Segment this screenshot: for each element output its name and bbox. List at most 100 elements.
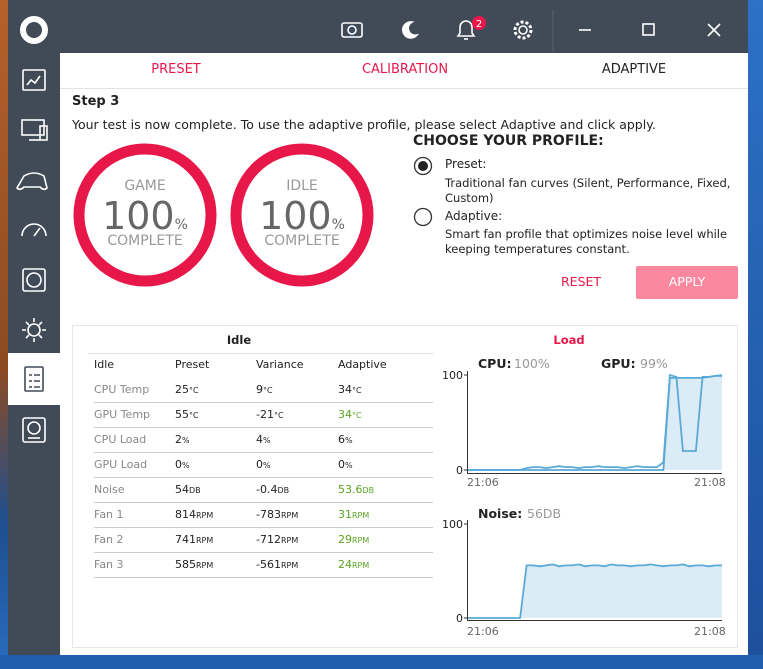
cell-value: 0	[256, 458, 263, 471]
notification-badge	[472, 16, 486, 30]
cell-unit: RPM	[196, 561, 214, 570]
series-line	[468, 374, 722, 471]
table-cell: 34°C	[338, 383, 362, 396]
gauge-value: 100%	[102, 194, 188, 238]
adaptive-radio[interactable]	[413, 207, 433, 227]
step-message: Your test is now complete. To use the ad…	[72, 117, 656, 132]
cell-value: 53.6	[338, 483, 363, 496]
cell-value: 585	[175, 558, 196, 571]
calibration-tab[interactable]: CALIBRATION	[361, 62, 449, 77]
adaptive-tab[interactable]: ADAPTIVE	[601, 62, 667, 77]
maximize-button[interactable]	[642, 23, 655, 36]
table-cell: 0%	[175, 458, 190, 471]
gauge-ring	[230, 143, 374, 287]
cell-value: 2	[175, 433, 182, 446]
tab-bar	[60, 53, 748, 88]
logo[interactable]	[20, 16, 48, 44]
results-panel	[72, 325, 738, 648]
table-cell: 55°C	[175, 408, 199, 421]
radio-dot	[418, 161, 428, 171]
cell-value: 29	[338, 533, 352, 546]
series-area	[468, 564, 722, 618]
table-cell: -561RPM	[256, 558, 298, 571]
cell-value: 54	[175, 483, 189, 496]
cell-value: 4	[256, 433, 263, 446]
sidebar	[8, 0, 60, 655]
gaming-icon[interactable]	[15, 172, 48, 191]
cell-unit: RPM	[352, 511, 370, 520]
settings-button[interactable]	[513, 20, 533, 40]
x-tick-label: 21:06	[467, 476, 499, 489]
desktop	[0, 655, 763, 669]
column-header: Idle	[94, 358, 115, 371]
lighting-icon[interactable]	[22, 318, 46, 342]
cell-unit: %	[263, 436, 271, 445]
series-name: CPU:	[478, 356, 512, 371]
cell-unit: %	[182, 461, 190, 470]
cell-value: 814	[175, 508, 196, 521]
row-label: GPU Temp	[94, 408, 151, 421]
row-label: Noise	[94, 483, 125, 496]
gauge-value: 100%	[259, 194, 345, 238]
cell-unit: RPM	[280, 561, 299, 570]
screenshot-button[interactable]	[341, 22, 363, 38]
notifications-button[interactable]	[456, 20, 476, 40]
option-description: Smart fan profile that optimizes noise l…	[445, 227, 728, 256]
sidebar-selected	[8, 353, 60, 405]
y-tick-label: 0	[456, 612, 463, 625]
column-header: Variance	[256, 358, 304, 371]
row-label: Fan 2	[94, 533, 124, 546]
cell-value: 0	[175, 458, 182, 471]
gauge-status: COMPLETE	[264, 233, 340, 249]
cell-value: 6	[338, 433, 345, 446]
cell-unit: %	[263, 461, 271, 470]
table-cell: 34°C	[338, 408, 362, 421]
option-name: Preset:	[445, 157, 487, 171]
table-cell: 814RPM	[175, 508, 213, 521]
notification-count: 2	[476, 19, 482, 30]
night-mode-button[interactable]	[402, 21, 420, 39]
dashboard-icon[interactable]	[22, 69, 46, 91]
row-label: GPU Load	[94, 458, 148, 471]
cell-value: 31	[338, 508, 352, 521]
table-cell: -783RPM	[256, 508, 298, 521]
table-cell: 29RPM	[338, 533, 369, 546]
table-cell: 741RPM	[175, 533, 213, 546]
storage-icon[interactable]	[22, 417, 46, 443]
apply-label[interactable]: APPLY	[668, 274, 706, 289]
cell-value: -783	[256, 508, 281, 521]
load-title: Load	[553, 333, 585, 347]
table-cell: 2%	[175, 433, 190, 446]
idle-title: Idle	[226, 333, 252, 347]
cooling-icon[interactable]	[22, 268, 46, 292]
cell-unit: RPM	[196, 536, 214, 545]
x-tick-label: 21:08	[694, 476, 726, 489]
row-label: Fan 1	[94, 508, 124, 521]
system-icon[interactable]	[21, 119, 48, 141]
performance-icon[interactable]	[21, 223, 47, 237]
cell-unit: RPM	[280, 511, 299, 520]
gauge-number: 100	[102, 194, 175, 238]
reset-button[interactable]: RESET	[561, 274, 602, 289]
series-readout: 100%	[514, 356, 550, 371]
table-cell: 53.6DB	[338, 483, 374, 496]
cell-unit: %	[345, 436, 353, 445]
adaptive-icon[interactable]	[24, 366, 44, 392]
close-button[interactable]	[707, 23, 721, 37]
apply-button[interactable]	[636, 266, 738, 299]
series-readout: 99%	[640, 356, 668, 371]
row-label: CPU Load	[94, 433, 147, 446]
x-tick-label: 21:06	[467, 625, 499, 638]
table-cell: 25°C	[175, 383, 199, 396]
cell-unit: °C	[352, 386, 362, 395]
cell-unit: %	[345, 461, 353, 470]
y-tick-label: 0	[456, 464, 463, 477]
table-cell: 6%	[338, 433, 353, 446]
series-name: GPU:	[601, 356, 636, 371]
gauge-label: GAME	[124, 178, 166, 194]
preset-tab[interactable]: PRESET	[151, 62, 201, 77]
cell-value: 25	[175, 383, 189, 396]
cell-unit: RPM	[196, 511, 214, 520]
